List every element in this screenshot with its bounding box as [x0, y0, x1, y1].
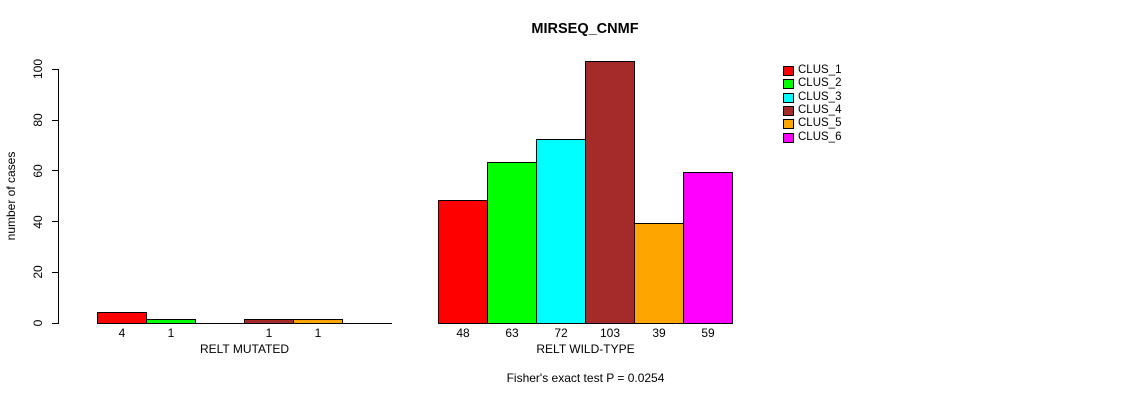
- chart-title: MIRSEQ_CNMF: [531, 21, 639, 37]
- group-label-relt-wild-type: RELT WILD-TYPE: [536, 342, 635, 356]
- legend-label: CLUS_5: [798, 117, 842, 130]
- y-tick: [52, 68, 58, 70]
- legend-swatch-clus_5: [783, 119, 794, 130]
- bar-value-label: 4: [118, 326, 126, 340]
- bar-value-label: 63: [505, 326, 519, 340]
- bar-value-label: 39: [652, 326, 666, 340]
- bar-clus_1: [438, 200, 488, 324]
- bar-clus_3: [536, 139, 586, 324]
- y-tick-label: 80: [31, 113, 45, 127]
- bar-value-label: 1: [314, 326, 322, 340]
- legend-item: CLUS_6: [783, 130, 853, 145]
- y-tick-label: 100: [31, 59, 45, 80]
- legend-item: CLUS_3: [783, 90, 853, 105]
- bar-clus_1: [97, 312, 147, 324]
- y-tick: [52, 119, 58, 121]
- legend-label: CLUS_6: [798, 130, 842, 143]
- y-tick: [52, 221, 58, 222]
- bar-value-label: 1: [167, 326, 175, 340]
- y-tick: [52, 271, 58, 273]
- bar-value-label: 72: [554, 326, 568, 340]
- y-tick: [52, 170, 58, 172]
- y-tick-label: 40: [31, 214, 45, 229]
- group-label-relt-mutated: RELT MUTATED: [199, 342, 290, 356]
- legend-swatch-clus_2: [783, 79, 794, 90]
- bar-value-label: 59: [701, 326, 715, 340]
- legend-item: CLUS_1: [783, 64, 853, 78]
- bar-clus_5: [293, 319, 343, 324]
- bar-value-label: 48: [456, 326, 470, 340]
- legend-swatch-clus_4: [783, 105, 794, 116]
- y-tick-label: 60: [31, 164, 45, 178]
- y-tick-label: 0: [31, 319, 45, 327]
- bar-clus_4: [244, 319, 294, 324]
- legend-item: CLUS_4: [783, 103, 853, 118]
- legend-swatch-clus_3: [783, 92, 794, 103]
- legend-swatch-clus_1: [783, 66, 794, 76]
- legend-label: CLUS_1: [798, 64, 842, 76]
- legend-swatch-clus_6: [783, 132, 794, 143]
- bar-clus_5: [634, 223, 684, 324]
- y-tick: [52, 322, 58, 324]
- fisher-test-annotation: Fisher's exact test P = 0.0254: [506, 371, 665, 385]
- y-axis-label: number of cases: [4, 151, 18, 241]
- y-tick-label: 20: [31, 265, 45, 279]
- legend-item: CLUS_5: [783, 117, 853, 131]
- legend-label: CLUS_3: [798, 90, 842, 103]
- legend-label: CLUS_2: [798, 77, 842, 90]
- bar-clus_4: [585, 61, 635, 324]
- y-axis: [58, 69, 59, 324]
- bar-value-label: 1: [265, 326, 273, 340]
- bar-clus_6: [683, 172, 733, 324]
- legend-label: CLUS_4: [798, 103, 842, 116]
- bar-clus_2: [487, 162, 537, 324]
- legend-item: CLUS_2: [783, 77, 853, 91]
- bar-value-label: 103: [599, 326, 621, 340]
- bar-clus_2: [146, 319, 196, 324]
